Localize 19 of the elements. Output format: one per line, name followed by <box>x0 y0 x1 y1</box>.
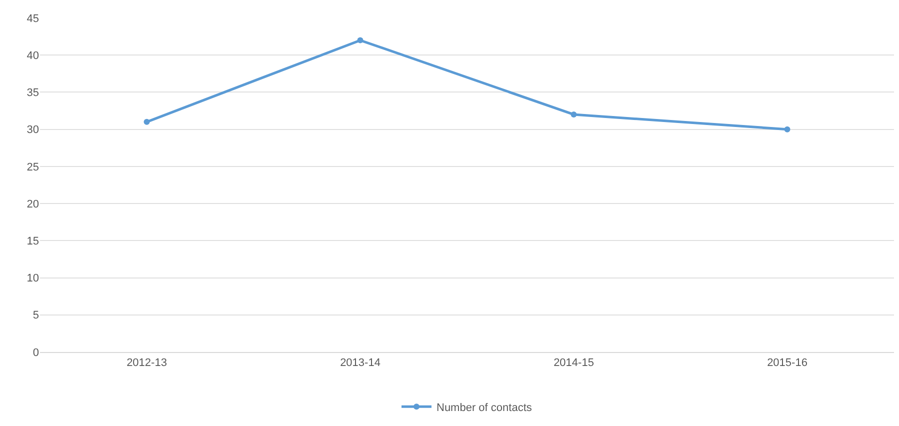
y-tick-label: 0 <box>32 346 39 359</box>
y-tick-label: 30 <box>26 124 39 136</box>
y-tick-label: 5 <box>32 310 39 322</box>
y-tick-label: 15 <box>26 236 39 248</box>
point <box>784 126 790 132</box>
x-tick-label: 2015-16 <box>767 357 808 370</box>
y-tick-label: 40 <box>26 50 39 62</box>
x-tick-label: 2012-13 <box>126 357 167 370</box>
x-tick-label: 2014-15 <box>554 357 594 370</box>
x-tick-label: 2013-14 <box>340 357 380 370</box>
y-tick-label: 25 <box>26 161 39 174</box>
y-tick-label: 10 <box>26 272 39 285</box>
point <box>357 37 364 44</box>
legend-label: Number of contacts <box>436 402 532 414</box>
y-tick-label: 20 <box>26 198 39 210</box>
y-tick-label: 45 <box>26 12 39 25</box>
y-tick-label: 35 <box>26 87 39 100</box>
point <box>144 118 150 125</box>
point <box>570 111 577 118</box>
